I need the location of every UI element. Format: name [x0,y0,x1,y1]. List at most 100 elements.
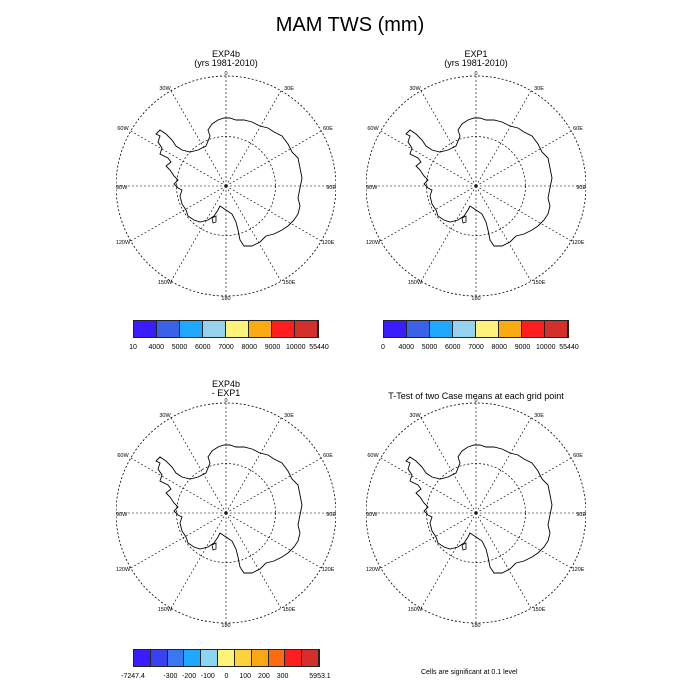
longitude-label: 60E [573,126,583,132]
colorbar-tick-label: 5000 [171,344,188,351]
panel-2-title-line1: EXP1 [464,49,488,59]
longitude-label: 90E [576,512,586,518]
longitude-label: 60E [573,453,583,459]
colorbar-swatch [249,321,272,337]
colorbar-swatch [295,321,318,337]
longitude-label: 0 [224,71,227,77]
colorbar-tick-label: 300 [276,673,289,680]
meridian-line [225,90,282,187]
meridian-line [225,417,282,514]
meridian-line [130,457,227,514]
longitude-label: 30E [534,86,544,92]
colorbar-tick-label: 55440 [309,344,329,351]
meridian-line [130,185,227,242]
colorbar-tick-label: 200 [258,673,270,680]
colorbar-swatch [134,321,157,337]
colorbar-tick-label: 9000 [514,344,531,351]
meridian-line [225,512,322,569]
colorbar-1 [133,320,319,338]
colorbar-swatch [201,650,219,666]
meridian-line [475,512,572,569]
colorbar-swatch [203,321,226,337]
longitude-label: 90E [326,512,336,518]
colorbar-tick-label: 10 [129,344,137,351]
meridian-line [380,457,477,514]
meridian-line [170,417,227,514]
page-title: MAM TWS (mm) [275,14,425,36]
colorbar-tick-label: -200 [182,673,197,680]
colorbar-swatch [545,321,568,337]
longitude-label: 90E [576,185,586,191]
longitude-label: 120W [116,567,131,573]
colorbar-3-labels: -7247.4 -300 -200 -100 0 100 200 300 5953.1 [121,673,331,683]
colorbar-tick-label: 10000 [536,344,556,351]
colorbar-tick-label: 55440 [559,344,579,351]
colorbar-swatch [167,650,185,666]
colorbar-tick-label: 100 [239,673,252,680]
longitude-label: 120E [322,567,335,573]
longitude-label: 60E [323,453,333,459]
meridian-line [225,185,282,282]
antarctica-coastline [405,117,553,247]
colorbar-2 [383,320,569,338]
island-outline [461,215,467,224]
panel-3-title: EXP4b - EXP1 [126,380,326,398]
antarctica-coastline [155,444,303,574]
longitude-label: 90W [116,185,128,191]
colorbar-tick-label: 6000 [444,344,461,351]
meridian-line [475,417,532,514]
meridian-line [130,130,227,187]
longitude-label: 120E [322,240,335,246]
meridian-line [380,185,477,242]
colorbar-swatch [268,650,286,666]
longitude-label: 120W [366,240,381,246]
meridian-line [225,512,282,609]
polar-map-4: 0 180 90W 90E 30W 30E 60W 60E 120W 120E 150W 150E [366,398,586,629]
colorbar-swatch [234,650,252,666]
longitude-label: 180 [221,623,230,629]
colorbar-swatch [476,321,499,337]
longitude-label: 60W [117,126,129,132]
meridian-line [475,457,572,514]
colorbar-tick-label: 5953.1 [309,673,331,680]
polar-map-2: 0 180 90W 90E 30W 30E 60W 60E 120W 120E 150W 150E [366,71,586,302]
meridian-line [170,90,227,187]
panel-3-title-line1: EXP4b [211,379,241,389]
meridian-line [420,185,477,282]
colorbar-tick-label: 7000 [218,344,234,351]
longitude-label: 90W [366,512,378,518]
significance-note: Cells are significant at 0.1 level [421,669,518,676]
colorbar-tick-label: 4000 [148,344,165,351]
colorbar-swatch [499,321,522,337]
longitude-label: 0 [474,398,477,404]
meridian-line [380,512,477,569]
polar-map-3: 0 180 90W 90E 30W 30E 60W 60E 120W 120E 150W 150E [116,398,336,629]
colorbar-tick-label: 8000 [491,344,508,351]
longitude-label: 150E [533,607,546,613]
longitude-label: 120W [366,567,381,573]
longitude-label: 90E [326,185,336,191]
longitude-label: 150E [283,280,296,286]
meridian-line [475,130,572,187]
meridian-line [475,185,572,242]
longitude-label: 30W [159,413,171,419]
longitude-label: 150E [283,607,296,613]
meridian-line [420,90,477,187]
antarctica-coastline [405,444,553,574]
colorbar-swatch [407,321,430,337]
panel-4-title: T-Test of two Case means at each grid po… [326,392,626,401]
colorbar-swatch [150,650,168,666]
colorbar-tick-label: 4000 [398,344,415,351]
antarctica-coastline [155,117,303,247]
longitude-label: 30E [284,413,294,419]
longitude-label: 150E [533,280,546,286]
colorbar-tick-label: 5000 [421,344,438,351]
colorbar-swatch [522,321,545,337]
colorbar-tick-label: 6000 [194,344,211,351]
island-outline [461,542,467,551]
colorbar-swatch [384,321,407,337]
meridian-line [225,185,322,242]
colorbar-tick-label: 0 [224,673,229,680]
longitude-label: 60W [367,453,379,459]
longitude-label: 60W [117,453,129,459]
